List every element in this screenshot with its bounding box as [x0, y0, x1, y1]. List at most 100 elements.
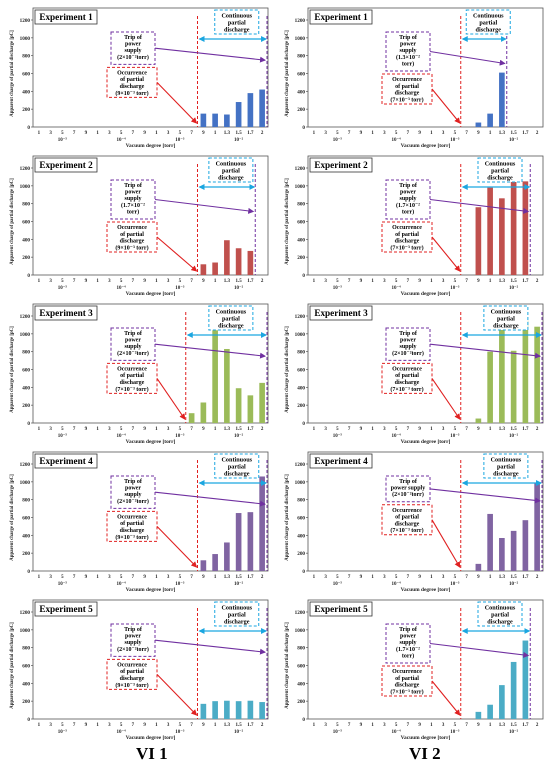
- x-tick-label: 9: [418, 575, 421, 580]
- x-tick-label: 3: [383, 723, 386, 728]
- bar: [534, 482, 540, 571]
- y-tick-label: 400: [22, 533, 30, 539]
- x-tick-label: 9: [85, 575, 88, 580]
- occurrence-arrow: [156, 526, 198, 568]
- y-tick-label: 1000: [295, 480, 306, 486]
- bar: [499, 72, 505, 127]
- y-tick-label: 200: [22, 699, 30, 705]
- occurrence-label-line: discharge: [395, 683, 420, 689]
- chart-panel-vi2-exp2: 0 200 400 600 800 1000 1200 Apparent charge of …: [285, 155, 544, 297]
- y-axis-label: Apparent charge of partial discharge [pC…: [10, 30, 15, 117]
- bar: [247, 93, 254, 127]
- y-tick-label: 200: [297, 107, 305, 113]
- trip-label-line: Trip of: [124, 331, 143, 337]
- x-tick-label: 5: [120, 131, 123, 136]
- y-tick-label: 400: [297, 89, 305, 95]
- trip-label-line: (1.7×10⁻²: [121, 202, 145, 209]
- x-tick-label: 5: [120, 427, 123, 432]
- continuous-label-line: partial: [491, 612, 509, 619]
- bar: [212, 554, 218, 571]
- x-tick-label: 7: [348, 279, 351, 284]
- chart-title-box: Experiment 5: [34, 601, 98, 617]
- bar: [247, 395, 254, 423]
- y-tick-label: 1000: [20, 184, 31, 190]
- chart-panel-vi1-exp4: 0 200 400 600 800 1000 1200 Apparent charge of …: [10, 451, 269, 593]
- x-tick-label: 1: [430, 131, 433, 136]
- x-tick-label: 1.3: [224, 723, 231, 728]
- x-tick-label: 3: [49, 723, 52, 728]
- x-decade-label: 10⁻⁴: [392, 285, 402, 291]
- occurrence-label-line: of partial: [395, 84, 419, 90]
- y-tick-label: 0: [302, 717, 305, 723]
- occurrence-label-line: of partial: [120, 77, 144, 83]
- title-frame: [309, 601, 373, 617]
- x-tick-label: 7: [407, 131, 410, 136]
- continuous-label-line: discharge: [218, 323, 244, 330]
- x-tick-label: 5: [61, 279, 64, 284]
- bar: [475, 711, 482, 719]
- y-tick-label: 800: [22, 54, 30, 60]
- x-tick-label: 7: [407, 575, 410, 580]
- x-tick-label: 1.5: [236, 131, 243, 136]
- y-tick-label: 0: [302, 273, 305, 279]
- continuous-label-line: partial: [228, 612, 246, 619]
- trip-label-line: power: [125, 634, 141, 640]
- bar: [224, 348, 230, 423]
- bar: [510, 170, 517, 275]
- x-tick-label: 3: [167, 279, 170, 284]
- trip-label-line: (1.7×10⁻²: [396, 646, 420, 653]
- occurrence-label-line: of partial: [395, 232, 419, 238]
- x-tick-label: 3: [383, 575, 386, 580]
- trip-frame: [110, 623, 156, 657]
- occurrence-label-line: Occurrence: [392, 508, 422, 514]
- trip-label-line: torr): [127, 208, 139, 215]
- occurrence-frame: [106, 66, 158, 98]
- x-tick-label: 7: [407, 723, 410, 728]
- x-decade-label: 10⁻⁵: [58, 137, 68, 143]
- x-tick-label: 9: [202, 723, 205, 728]
- x-tick-label: 5: [395, 279, 398, 284]
- x-decade-label: 10⁻⁴: [392, 729, 402, 735]
- chart-panel-vi2-exp5: 0 200 400 600 800 1000 1200 Apparent charge of …: [285, 599, 544, 741]
- x-tick-label: 5: [395, 723, 398, 728]
- x-tick-label: 1.5: [511, 131, 518, 136]
- y-tick-label: 400: [297, 681, 305, 687]
- x-tick-label: 1: [313, 131, 316, 136]
- x-tick-label: 2: [261, 427, 264, 432]
- x-tick-label: 1: [313, 575, 316, 580]
- chart-title: Experiment 2: [39, 160, 93, 170]
- occurrence-frame: [381, 73, 433, 105]
- x-axis-label: Vacuum degree [torr]: [401, 735, 451, 741]
- x-tick-label: 1: [38, 723, 41, 728]
- x-tick-label: 7: [73, 131, 76, 136]
- occurrence-label-line: Occurrence: [117, 225, 147, 231]
- trip-label-line: (2×10⁻²torr): [392, 350, 424, 357]
- y-tick-label: 600: [297, 220, 305, 226]
- x-tick-label: 9: [418, 427, 421, 432]
- x-tick-label: 5: [61, 427, 64, 432]
- bar: [487, 704, 493, 719]
- occurrence-frame: [106, 362, 158, 394]
- title-frame: [309, 157, 373, 173]
- x-tick-label: 2: [261, 723, 264, 728]
- occurrence-arrow: [431, 236, 461, 272]
- x-tick-label: 1: [214, 279, 217, 284]
- x-tick-label: 7: [190, 131, 193, 136]
- x-tick-label: 9: [143, 427, 146, 432]
- bar: [487, 187, 493, 275]
- y-tick-label: 0: [302, 421, 305, 427]
- title-frame: [309, 453, 373, 469]
- bar: [475, 207, 482, 275]
- x-tick-label: 9: [418, 279, 421, 284]
- bar: [259, 382, 265, 423]
- x-tick-label: 5: [179, 279, 182, 284]
- x-tick-label: 1.5: [511, 427, 518, 432]
- occurrence-frame: [106, 221, 158, 253]
- x-tick-label: 1: [430, 723, 433, 728]
- x-tick-label: 9: [85, 723, 88, 728]
- x-tick-label: 1.3: [224, 279, 231, 284]
- chart-title: Experiment 1: [39, 12, 93, 22]
- x-tick-label: 5: [454, 575, 457, 580]
